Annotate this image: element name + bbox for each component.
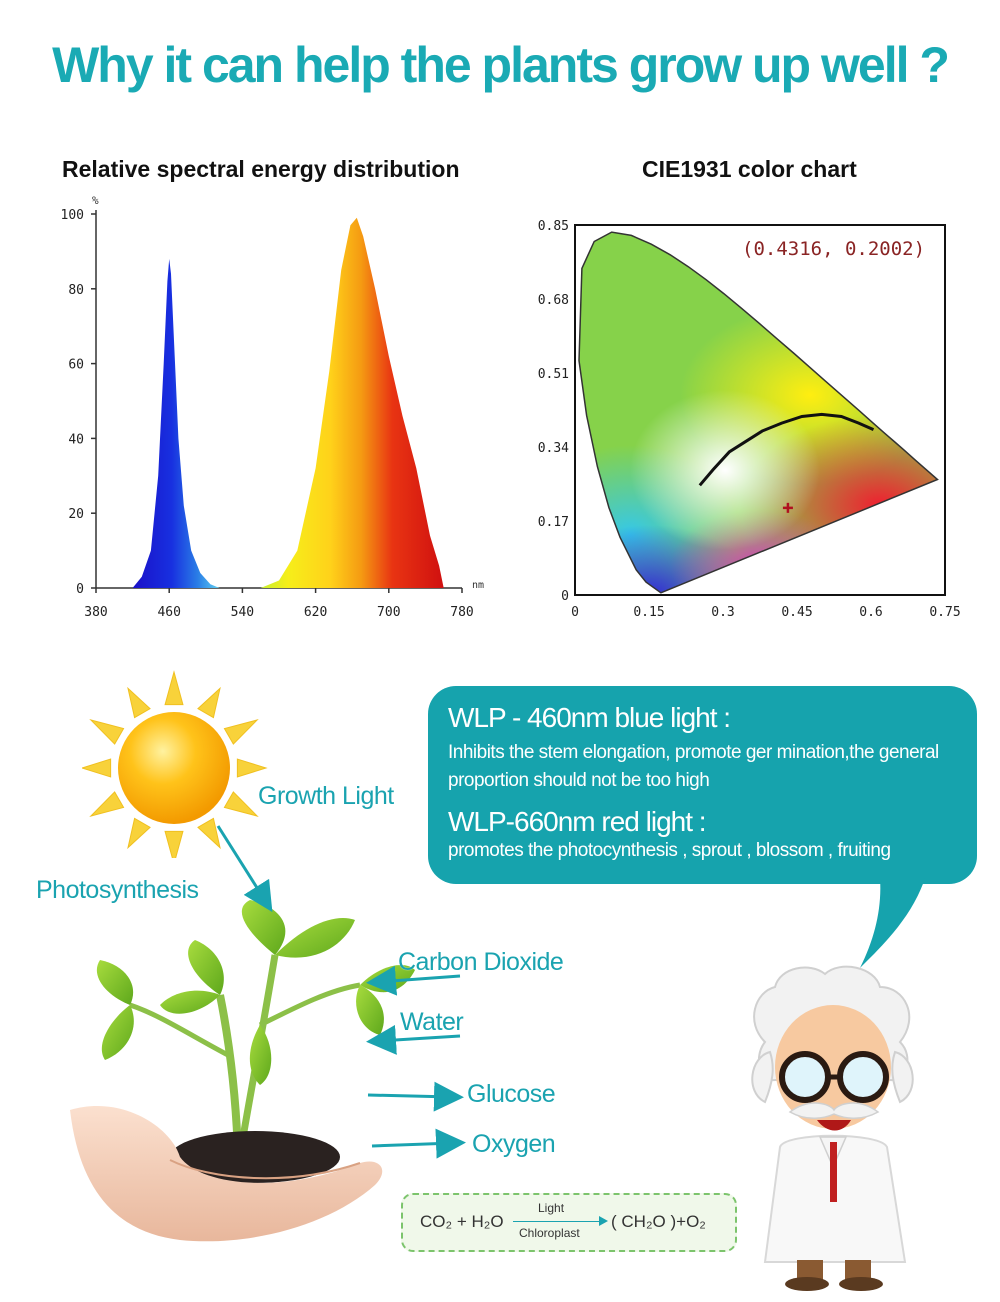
cie-chart-title: CIE1931 color chart bbox=[642, 156, 857, 182]
spectrum-x-tick-label: 700 bbox=[377, 605, 400, 620]
planckian-locus-curve bbox=[698, 412, 875, 487]
photosynthesis-label: Photosynthesis bbox=[36, 876, 199, 904]
equation-arrow bbox=[513, 1221, 605, 1222]
photosynthesis-equation: CO₂ + H₂O Light Chloroplast ( CH₂O )+O₂ bbox=[401, 1193, 737, 1252]
page-title: Why it can help the plants grow up well … bbox=[52, 37, 950, 93]
red-light-text: promotes the photocynthesis , sprout , b… bbox=[448, 840, 891, 861]
scientist-icon bbox=[751, 965, 914, 1291]
blue-light-heading: WLP - 460nm blue light : bbox=[448, 702, 731, 733]
spectrum-y-tick-label: 60 bbox=[68, 358, 84, 373]
cie-y-tick-label: 0 bbox=[561, 589, 569, 604]
sun-icon bbox=[82, 670, 268, 858]
blue-peak-area bbox=[132, 258, 220, 588]
oxygen-label: Oxygen bbox=[472, 1130, 556, 1158]
red-peak-area bbox=[260, 217, 444, 588]
cie-coordinate-label: (0.4316, 0.2002) bbox=[742, 238, 925, 260]
spectrum-y-tick-label: 80 bbox=[68, 283, 84, 298]
equation-condition-light: Light bbox=[538, 1201, 565, 1215]
plant-in-hands-icon bbox=[70, 900, 415, 1242]
info-speech-bubble: WLP - 460nm blue light : Inhibits the st… bbox=[428, 686, 977, 884]
cie-x-tick-label: 0.3 bbox=[711, 605, 734, 620]
spectrum-x-tick-label: 780 bbox=[450, 605, 473, 620]
spectrum-x-tick-label: 380 bbox=[84, 605, 107, 620]
spectrum-x-tick-label: 620 bbox=[304, 605, 327, 620]
cie-y-tick-label: 0.51 bbox=[538, 367, 569, 382]
cie-y-tick-label: 0.34 bbox=[538, 441, 569, 456]
cie-x-tick-label: 0.45 bbox=[781, 605, 812, 620]
glucose-label: Glucose bbox=[467, 1080, 556, 1108]
spectrum-x-tick-label: 460 bbox=[157, 605, 180, 620]
equation-products: ( CH₂O )+O₂ bbox=[611, 1212, 706, 1231]
spectrum-y-tick-label: 20 bbox=[68, 507, 84, 522]
cie-y-tick-label: 0.68 bbox=[538, 293, 569, 308]
cie-x-tick-label: 0 bbox=[571, 605, 579, 620]
water-label: Water bbox=[400, 1008, 464, 1036]
cie-spectral-locus bbox=[578, 231, 939, 594]
cie-x-tick-label: 0.15 bbox=[633, 605, 664, 620]
cie-y-tick-label: 0.85 bbox=[538, 219, 569, 234]
equation-reactants: CO₂ + H₂O bbox=[420, 1212, 504, 1231]
spectrum-y-tick-label: 40 bbox=[68, 432, 84, 447]
spectrum-y-unit: % bbox=[92, 194, 99, 207]
cie-x-tick-label: 0.6 bbox=[859, 605, 882, 620]
spectrum-chart-title: Relative spectral energy distribution bbox=[62, 156, 460, 182]
spectrum-chart: 0 20 40 60 80 100 380 460 540 620 700 780 % nm bbox=[61, 194, 485, 620]
spectrum-y-tick-label: 100 bbox=[61, 208, 84, 223]
spectrum-x-tick-label: 540 bbox=[231, 605, 254, 620]
equation-condition-chloroplast: Chloroplast bbox=[519, 1226, 580, 1240]
bubble-tail bbox=[860, 878, 925, 968]
cie-x-tick-label: 0.75 bbox=[929, 605, 960, 620]
carbon-dioxide-label: Carbon Dioxide bbox=[398, 948, 564, 976]
red-light-heading: WLP-660nm red light : bbox=[448, 806, 707, 837]
blue-light-text: Inhibits the stem elongation, promote ge… bbox=[448, 742, 939, 791]
cie-data-point bbox=[782, 502, 793, 513]
cie-chart: 0 0.15 0.3 0.45 0.6 0.75 0 0.17 0.34 0.51 0.68 0.85… bbox=[538, 219, 961, 620]
growth-light-label: Growth Light bbox=[258, 782, 394, 810]
spectrum-y-tick-label: 0 bbox=[76, 582, 84, 597]
spectrum-x-unit: nm bbox=[472, 580, 484, 591]
cie-y-tick-label: 0.17 bbox=[538, 515, 569, 530]
